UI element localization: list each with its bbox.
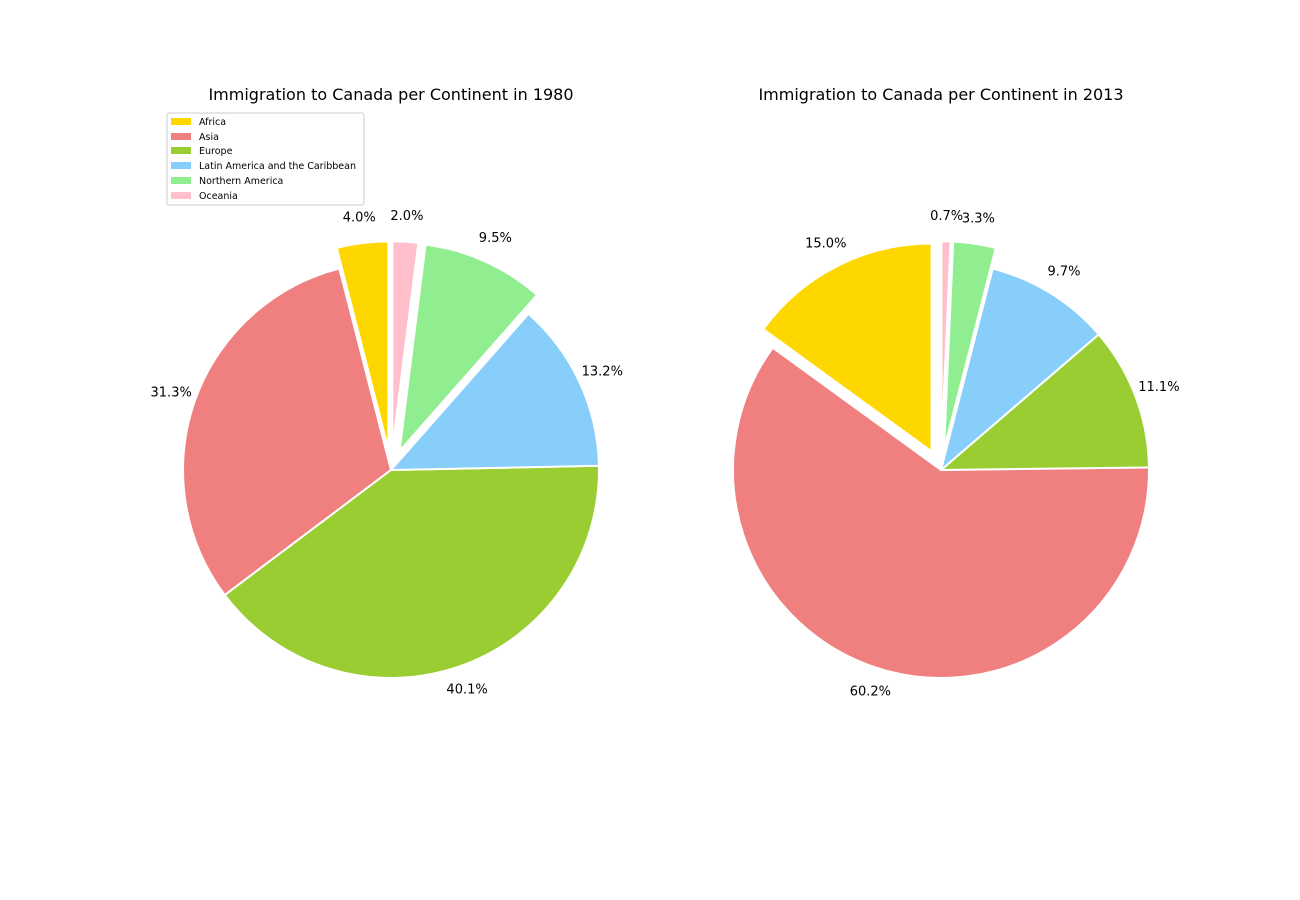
legend-swatch-europe [171,147,191,154]
pct-labels-1980: 4.0% 31.3% 40.1% 13.2% 9.5% 2.0% [151,209,623,697]
pie-slice-oceania [391,240,420,451]
pct-labels-2013: 15.0% 60.2% 11.1% 9.7% 3.3%0.7% [805,209,1179,700]
pie-chart-2013: Immigration to Canada per Continent in 2… [731,85,1180,700]
chart-title-1980: Immigration to Canada per Continent in 1… [208,85,573,104]
legend-swatch-oceania [171,192,191,199]
legend-label-northern-america: Northern America [199,176,283,187]
legend-label-africa: Africa [199,117,226,128]
legend-swatch-africa [171,118,191,125]
pct-label-europe: 40.1% [446,683,487,698]
pie-slice-europe [940,333,1150,471]
pie-slice-europe [223,464,600,679]
pie-slice-latin-america-and-the-caribbean [390,312,600,471]
pct-label-latin-america-and-the-caribbean: 9.7% [1047,265,1080,280]
legend-label-europe: Europe [199,146,233,157]
pie-slice-oceania [940,240,952,451]
pct-label-oceania: 0.7% [930,209,963,224]
pie-slice-asia [731,346,1150,679]
legend-swatch-northern-america [171,177,191,184]
pct-label-latin-america-and-the-caribbean: 13.2% [582,364,623,379]
slices-1980 [182,240,600,679]
pct-label-oceania: 2.0% [390,209,423,224]
pie-slice-africa [762,242,933,453]
chart-title-2013: Immigration to Canada per Continent in 2… [758,85,1123,104]
legend-swatch-asia [171,133,191,140]
legend-label-latin-america: Latin America and the Caribbean [199,161,356,172]
pct-label-northern-america: 3.3% [962,212,995,227]
pct-label-northern-america: 9.5% [479,231,512,246]
pct-label-africa: 15.0% [805,236,846,251]
slices-2013 [731,240,1150,679]
legend-swatch-latin-america [171,162,191,169]
legend-label-asia: Asia [199,132,219,143]
pie-slice-africa [335,240,390,451]
pct-label-europe: 11.1% [1138,380,1179,395]
pie-slice-latin-america-and-the-caribbean [940,267,1100,471]
pct-label-asia: 60.2% [850,685,891,700]
pct-label-africa: 4.0% [343,211,376,226]
pie-chart-1980: Immigration to Canada per Continent in 1… [151,85,623,698]
legend: Africa Asia Europe Latin America and the… [166,112,365,206]
pie-slice-asia [182,267,392,597]
pie-slice-northern-america [398,243,538,453]
pie-slice-northern-america [943,240,997,451]
pct-label-asia: 31.3% [151,385,192,400]
legend-label-oceania: Oceania [199,191,238,202]
legend-frame [166,112,365,206]
